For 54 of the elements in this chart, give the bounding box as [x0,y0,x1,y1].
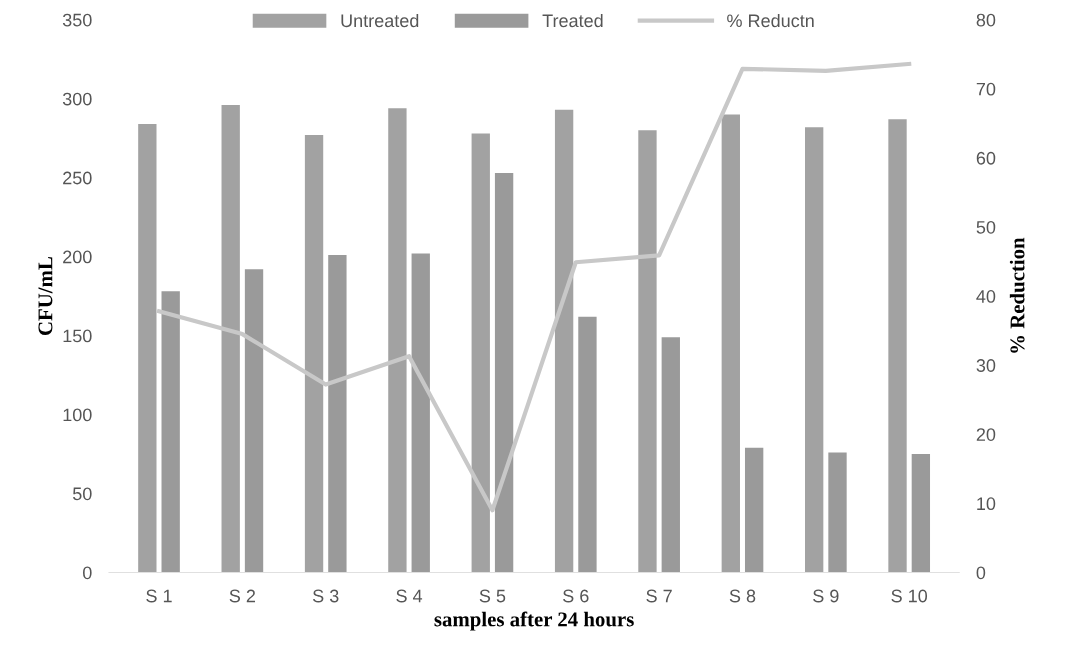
y2-tick-label: 0 [976,566,986,580]
x-tick-label: S 5 [479,589,506,603]
x-tick-label: S 7 [646,589,672,603]
bar [805,127,824,573]
y-tick-label: 250 [63,171,92,185]
bar [304,135,324,573]
bar [828,452,847,573]
y2-tick-label: 40 [976,290,996,303]
x-tick-label: S 10 [891,589,928,603]
bar [911,454,931,573]
y2-axis-title: % Reduction [1009,237,1025,353]
y2-tick-label: 60 [976,151,996,165]
line-series [156,61,912,513]
y-tick-label: 100 [63,408,92,422]
bar [888,119,907,573]
y2-tick-label: 50 [976,220,996,234]
legend-label: Treated [542,13,603,28]
bar [471,133,490,573]
bar [221,105,240,573]
bar [411,253,430,573]
y2-tick-label: 30 [976,359,996,372]
bar [494,172,514,573]
x-tick-label: S 1 [146,589,172,603]
x-tick-label: S 6 [563,589,589,603]
bar [388,108,407,573]
y2-tick-label: 10 [977,497,996,511]
bar [138,123,157,573]
y2-tick-label: 20 [976,428,996,441]
bar [328,255,347,573]
legend-label: Untreated [341,13,419,28]
x-tick-label: S 4 [396,589,423,603]
x-tick-label: S 3 [312,589,339,603]
y-tick-label: 150 [63,329,92,343]
y-tick-label: 0 [83,566,92,580]
x-tick-label: S 2 [229,589,256,603]
x-tick-label: S 9 [813,589,839,603]
bar [554,109,574,573]
bar [744,447,764,573]
bar [721,114,740,573]
y2-tick-label: 70 [976,82,996,96]
legend-label: % Reductn [727,13,814,28]
y-tick-label: 350 [62,13,92,27]
bar [578,316,597,573]
y2-tick-label: 80 [976,13,996,27]
bar [244,269,264,573]
y-tick-label: 200 [63,250,92,264]
bar [661,337,680,573]
y-tick-label: 300 [62,92,92,106]
bar [638,130,657,573]
x-axis-title: samples after 24 hours [434,611,634,631]
y-axis-title: CFU/mL [38,257,53,336]
y-tick-label: 50 [72,487,92,501]
x-tick-label: S 8 [729,589,756,603]
bar [161,291,180,573]
